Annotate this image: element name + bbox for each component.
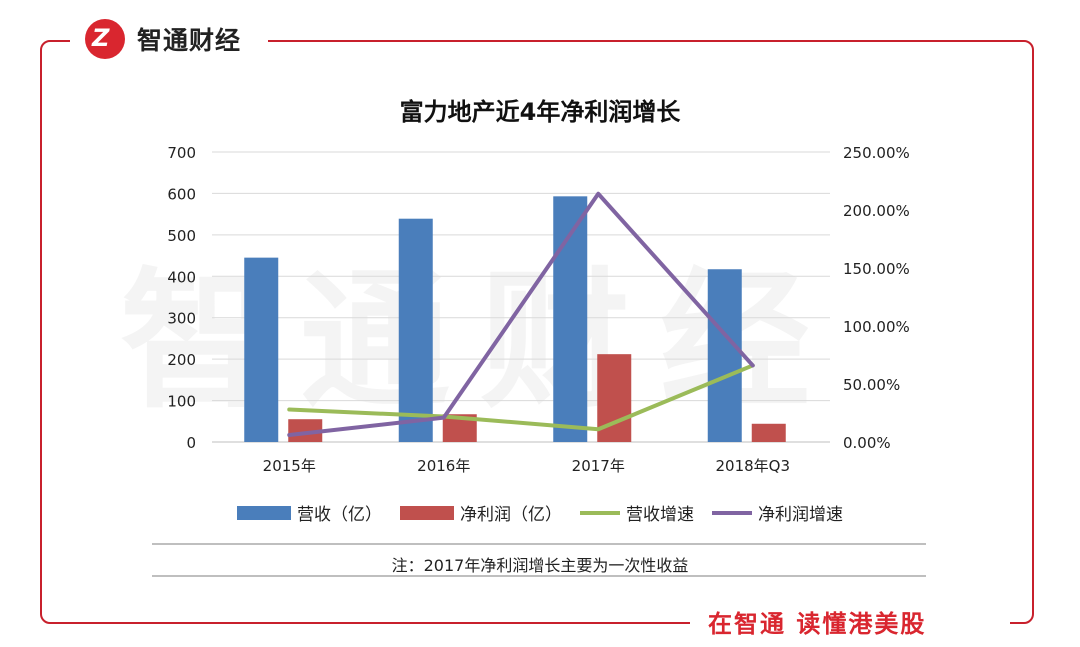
chart-legend: 营收（亿） 净利润（亿） 营收增速 净利润增速 [0, 500, 1080, 525]
chart-bars [244, 196, 786, 442]
brand-logo-icon: Z [85, 19, 125, 59]
y-right-tick-label: 250.00% [843, 144, 910, 162]
line-revenue-growth [287, 363, 755, 432]
bar-revenue [707, 269, 742, 442]
legend-swatch-net-profit [400, 505, 454, 520]
bar-revenue [398, 218, 433, 442]
x-axis-ticks: 2015年 2016年 2017年 2018年Q3 [263, 457, 790, 475]
x-tick-label: 2018年Q3 [715, 457, 790, 475]
y-left-tick-label: 200 [167, 351, 196, 369]
y-left-tick-label: 400 [167, 268, 196, 286]
x-tick-label: 2015年 [263, 457, 316, 475]
y-left-tick-label: 600 [167, 185, 196, 203]
bar-net-profit [751, 423, 786, 442]
legend-label-net-profit-growth: 净利润增速 [758, 505, 843, 525]
chart-title: 富力地产近4年净利润增长 [399, 98, 681, 126]
legend-swatch-net-profit-growth [712, 510, 752, 515]
y-left-tick-label: 500 [167, 227, 196, 245]
y-axis-left-ticks: 0 100 200 300 400 500 600 700 [167, 144, 196, 452]
y-right-tick-label: 200.00% [843, 202, 910, 220]
y-axis-right-ticks: 0.00% 50.00% 100.00% 150.00% 200.00% 250.00% [843, 144, 910, 452]
y-right-tick-label: 0.00% [843, 434, 891, 452]
y-right-tick-label: 100.00% [843, 318, 910, 336]
y-right-tick-label: 150.00% [843, 260, 910, 278]
brand-logo: Z 智通财经 [85, 18, 241, 60]
line-net-profit-growth [287, 191, 755, 438]
legend-label-revenue-growth: 营收增速 [626, 505, 694, 525]
legend-label-net-profit: 净利润（亿） [460, 505, 562, 525]
note-bottom-divider [152, 575, 926, 577]
legend-swatch-revenue [237, 505, 291, 520]
legend-item-net-profit-growth: 净利润增速 [712, 500, 843, 525]
y-left-tick-label: 0 [186, 434, 196, 452]
brand-logo-mark: Z [92, 24, 110, 52]
brand-name: 智通财经 [137, 26, 242, 55]
bar-net-profit [288, 419, 323, 442]
y-left-tick-label: 100 [167, 393, 196, 411]
y-left-tick-label: 700 [167, 144, 196, 162]
y-right-tick-label: 50.00% [843, 376, 900, 394]
x-tick-label: 2017年 [572, 457, 625, 475]
legend-swatch-revenue-growth [580, 510, 620, 515]
note-top-divider [152, 543, 926, 545]
legend-item-revenue: 营收（亿） [237, 500, 382, 525]
chart-note: 注：2017年净利润增长主要为一次性收益 [391, 556, 689, 575]
legend-item-revenue-growth: 营收增速 [580, 500, 694, 525]
bar-revenue [244, 257, 279, 442]
legend-label-revenue: 营收（亿） [297, 505, 382, 525]
content-frame [40, 40, 1034, 624]
x-tick-label: 2016年 [417, 457, 470, 475]
frame-gap-bottom [690, 608, 1010, 642]
y-left-tick-label: 300 [167, 310, 196, 328]
legend-item-net-profit: 净利润（亿） [400, 500, 562, 525]
chart-lines [287, 191, 755, 438]
watermark: 智通财经 [120, 220, 840, 437]
slogan: 在智通 读懂港美股 [708, 610, 927, 638]
